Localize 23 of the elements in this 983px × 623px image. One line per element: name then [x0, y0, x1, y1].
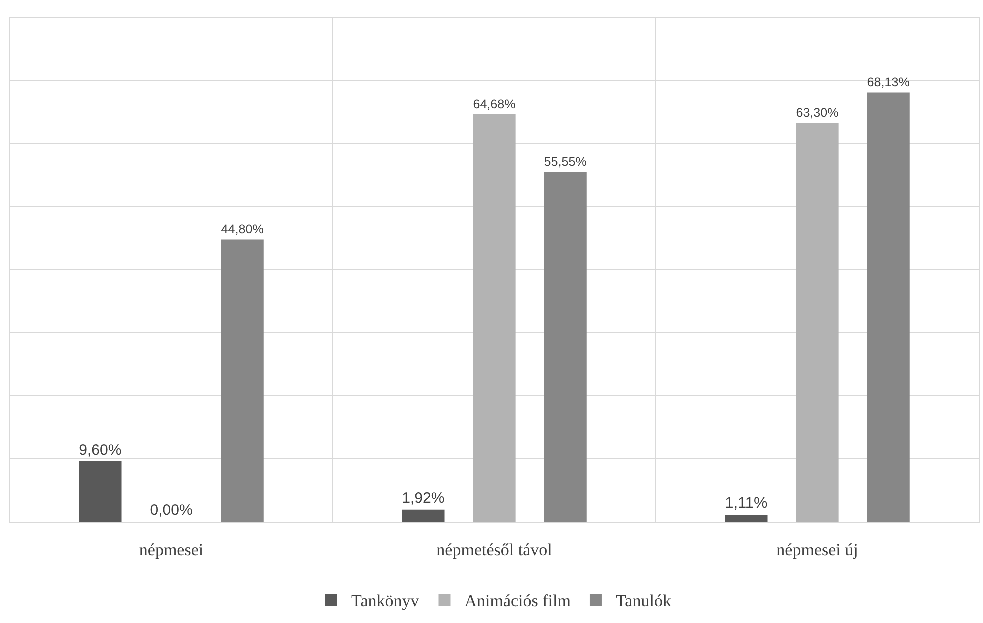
x-tick-label: népmesei	[139, 540, 204, 560]
data-label: 55,55%	[544, 154, 587, 169]
bar	[725, 515, 768, 522]
bar	[544, 172, 587, 522]
data-label: 1,11%	[725, 495, 768, 512]
data-label: 64,68%	[473, 97, 516, 112]
legend-label: Tanulók	[616, 592, 672, 611]
data-label: 68,13%	[867, 76, 910, 90]
bar	[221, 240, 264, 522]
x-tick-label: népmesei új	[776, 540, 858, 560]
x-tick-label: népmetésől távol	[436, 540, 553, 560]
bar	[867, 92, 910, 522]
data-label: 63,30%	[796, 106, 839, 120]
legend-label: Animációs film	[464, 592, 571, 611]
bar	[796, 123, 839, 522]
bar	[79, 462, 122, 522]
bar	[473, 114, 516, 522]
data-label: 9,60%	[79, 442, 122, 459]
data-label: 0,00%	[150, 502, 193, 520]
legend-label: Tankönyv	[352, 592, 420, 611]
data-label: 44,80%	[221, 222, 264, 237]
bar	[402, 510, 445, 522]
data-label: 1,92%	[402, 490, 445, 508]
